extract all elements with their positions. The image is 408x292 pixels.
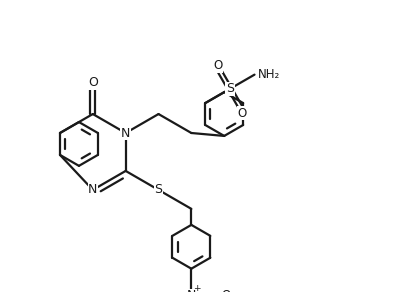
Text: N: N	[121, 126, 130, 140]
Text: N: N	[88, 183, 98, 197]
Text: O⁻: O⁻	[222, 289, 237, 292]
Text: S: S	[155, 183, 162, 197]
Text: +: +	[193, 284, 201, 292]
Text: S: S	[226, 82, 234, 95]
Text: O: O	[213, 59, 222, 72]
Text: NH₂: NH₂	[257, 68, 280, 81]
Text: O: O	[88, 76, 98, 89]
Text: N: N	[187, 289, 196, 292]
Text: O: O	[237, 107, 247, 120]
